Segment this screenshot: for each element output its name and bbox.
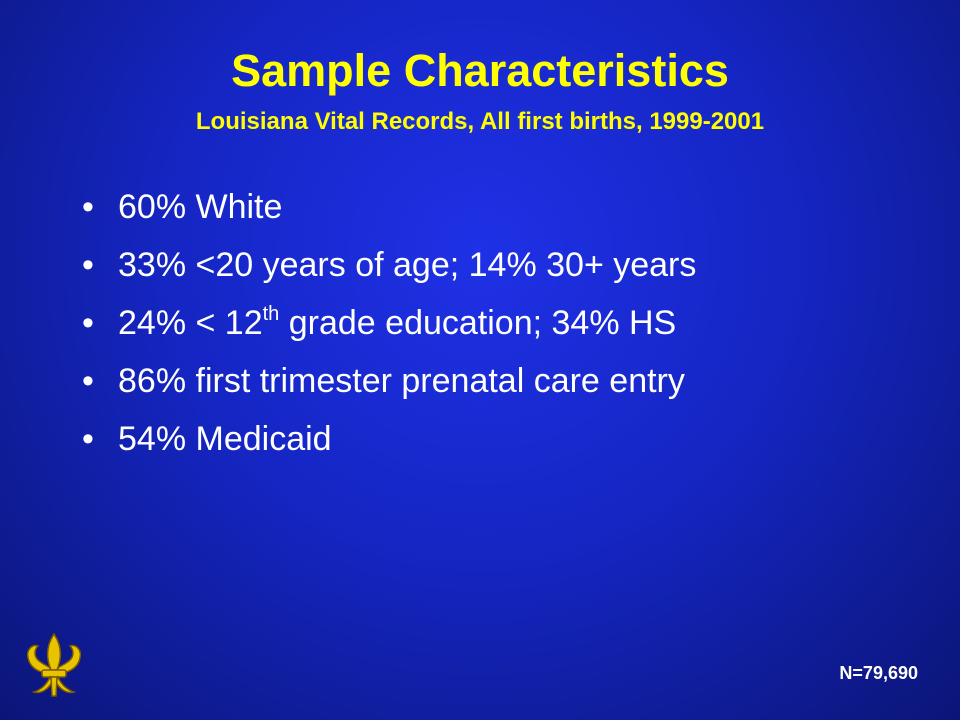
bullet-item: • 54% Medicaid <box>82 419 696 459</box>
bullet-item: • 33% <20 years of age; 14% 30+ years <box>82 245 696 285</box>
bullet-text: 24% < 12th grade education; 34% HS <box>118 303 676 343</box>
bullet-item: • 86% first trimester prenatal care entr… <box>82 361 696 401</box>
slide-subtitle: Louisiana Vital Records, All first birth… <box>195 108 765 135</box>
bullet-text-part: grade education; 34% HS <box>279 304 677 342</box>
bullet-item: • 60% White <box>82 187 696 227</box>
ordinal-superscript: th <box>262 302 280 325</box>
bullet-text: 86% first trimester prenatal care entry <box>118 362 685 400</box>
fleur-de-lis-icon <box>26 632 82 697</box>
bullet-text: 54% Medicaid <box>118 420 332 458</box>
bullet-dot: • <box>82 420 94 458</box>
bullet-text-part: 24% < 12 <box>118 304 263 342</box>
bullet-list: • 60% White • 33% <20 years of age; 14% … <box>82 187 696 477</box>
bullet-text: 60% White <box>118 188 283 226</box>
bullet-text: 33% <20 years of age; 14% 30+ years <box>118 246 697 284</box>
bullet-dot: • <box>82 304 94 342</box>
sample-size-label: N=79,690 <box>839 663 918 683</box>
slide-title: Sample Characteristics <box>231 45 729 96</box>
bullet-dot: • <box>82 362 94 400</box>
bullet-dot: • <box>82 188 94 226</box>
bullet-item: • 24% < 12th grade education; 34% HS <box>82 303 696 343</box>
bullet-dot: • <box>82 246 94 284</box>
